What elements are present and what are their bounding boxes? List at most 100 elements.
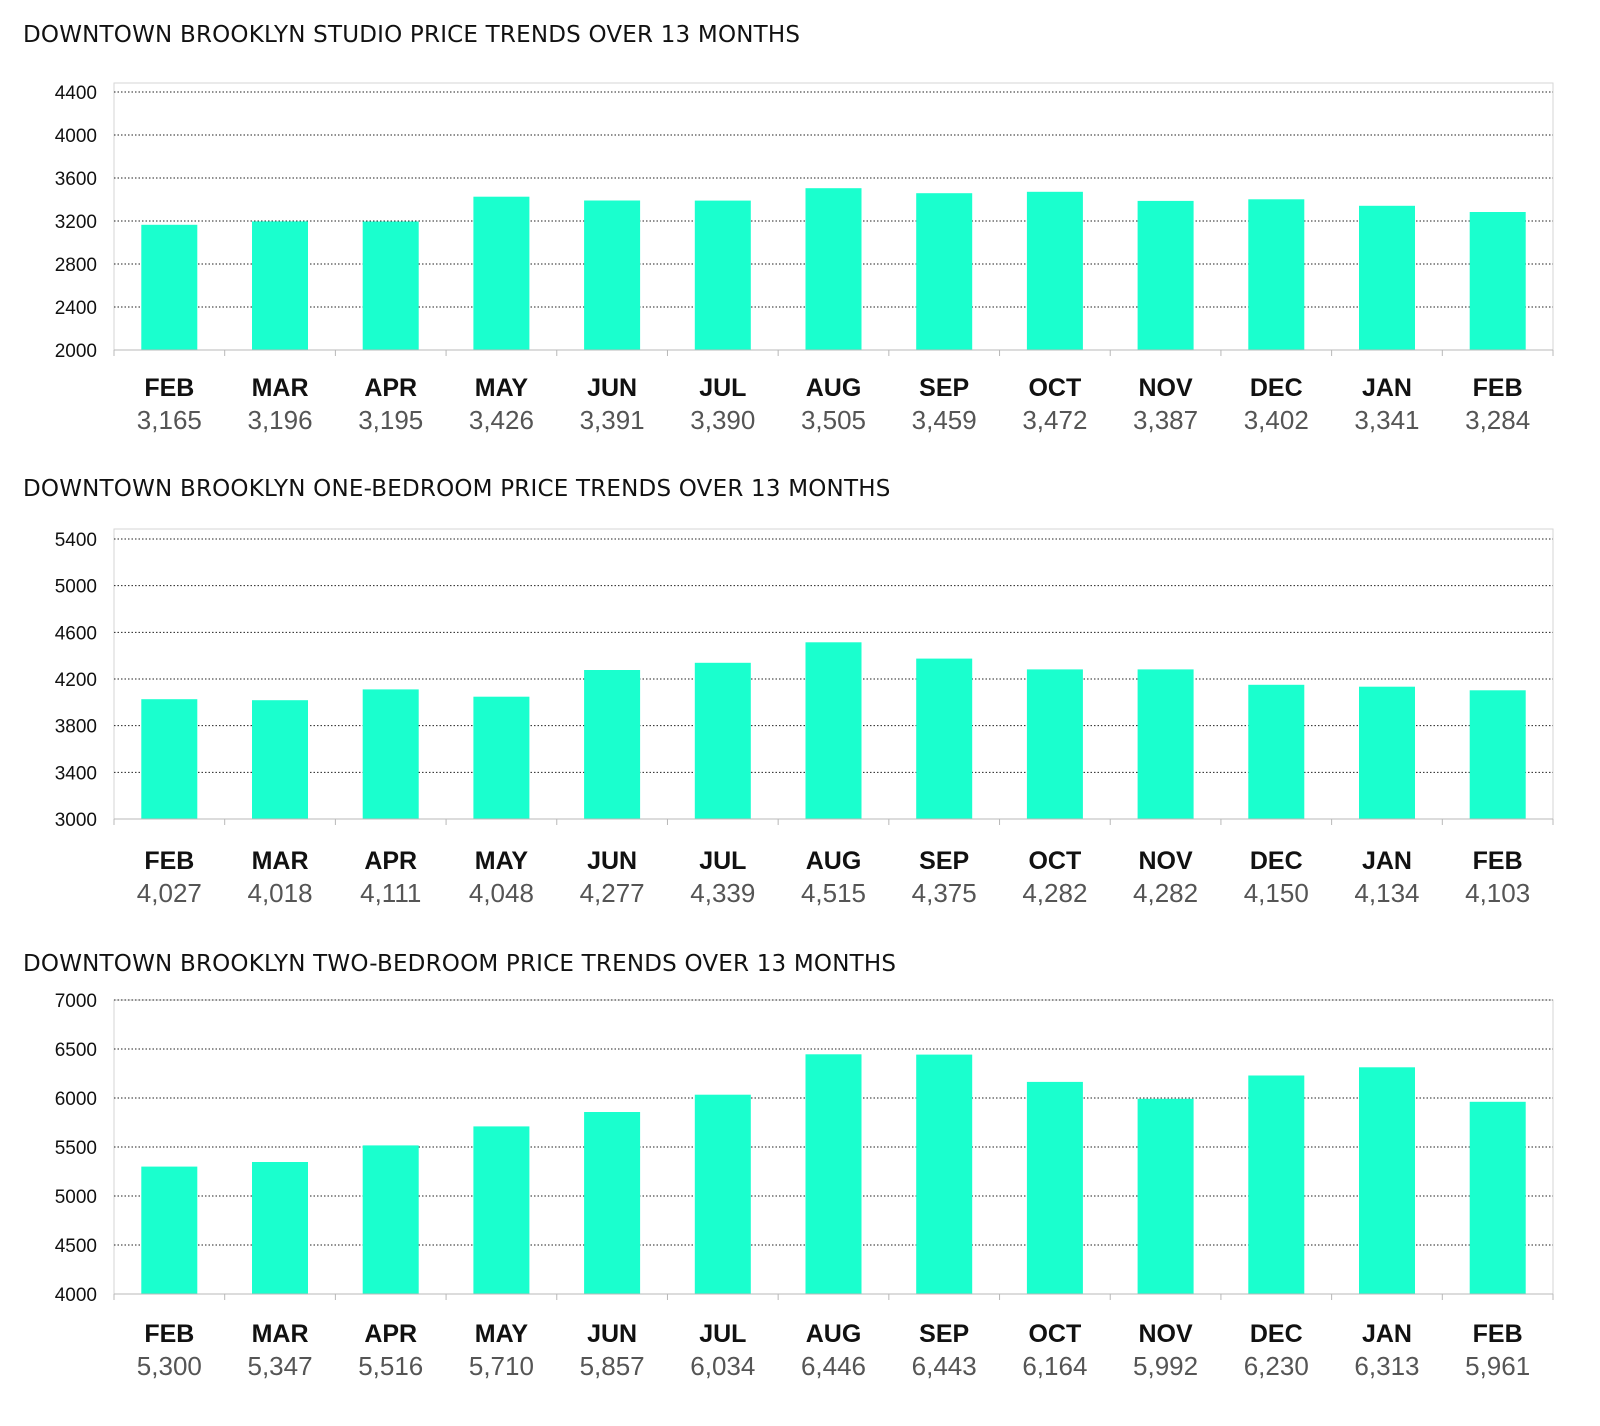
bar: [473, 1126, 530, 1294]
two-bedroom-price-chart: DOWNTOWN BROOKLYN TWO-BEDROOM PRICE TREN…: [23, 951, 1554, 1381]
bar: [362, 221, 419, 350]
bar: [916, 658, 973, 819]
category-label: JAN: [1362, 1320, 1412, 1348]
data-label: 3,391: [580, 405, 645, 435]
bar: [1469, 690, 1526, 819]
data-label: 5,347: [247, 1351, 312, 1381]
data-label: 3,196: [247, 405, 312, 435]
data-label: 4,339: [690, 878, 755, 908]
category-label: SEP: [919, 847, 969, 875]
category-label: MAY: [475, 374, 529, 402]
data-label: 5,961: [1465, 1351, 1530, 1381]
y-tick-label: 4000: [55, 126, 97, 147]
data-label: 5,857: [580, 1351, 645, 1381]
bar: [1469, 1101, 1526, 1294]
data-label: 4,515: [801, 878, 866, 908]
y-tick-label: 2800: [55, 255, 97, 276]
data-label: 4,277: [580, 878, 645, 908]
category-label: SEP: [919, 374, 969, 402]
category-label: JUL: [699, 374, 746, 402]
chart-title: DOWNTOWN BROOKLYN STUDIO PRICE TRENDS OV…: [23, 22, 800, 48]
category-label: MAR: [252, 374, 309, 402]
category-label: FEB: [1473, 847, 1523, 875]
data-label: 3,195: [358, 405, 423, 435]
category-label: MAY: [475, 847, 529, 875]
category-label: SEP: [919, 1320, 969, 1348]
data-label: 3,505: [801, 405, 866, 435]
category-label: MAY: [475, 1320, 529, 1348]
y-tick-label: 4600: [55, 623, 97, 644]
category-label: NOV: [1138, 1320, 1193, 1348]
bar: [805, 1054, 862, 1294]
y-tick-label: 6500: [55, 1040, 97, 1061]
data-label: 5,300: [137, 1351, 202, 1381]
y-tick-label: 4000: [55, 1285, 97, 1306]
chart-title: DOWNTOWN BROOKLYN ONE-BEDROOM PRICE TREN…: [23, 476, 891, 502]
y-tick-label: 2000: [55, 341, 97, 362]
data-label: 4,048: [469, 878, 534, 908]
category-label: FEB: [144, 374, 194, 402]
y-tick-label: 7000: [55, 991, 97, 1012]
data-label: 3,402: [1244, 405, 1309, 435]
bar: [1469, 212, 1526, 350]
bar: [1248, 199, 1305, 350]
category-label: JAN: [1362, 374, 1412, 402]
bar: [252, 1162, 308, 1294]
bar: [1137, 669, 1194, 819]
bar: [473, 696, 530, 819]
category-label: DEC: [1250, 374, 1303, 402]
data-label: 3,341: [1354, 405, 1419, 435]
bar: [1026, 191, 1083, 350]
bar: [694, 662, 751, 819]
data-label: 3,165: [137, 405, 202, 435]
bar: [1026, 669, 1083, 819]
bar: [141, 1166, 198, 1294]
category-label: DEC: [1250, 1320, 1303, 1348]
category-label: FEB: [1473, 1320, 1523, 1348]
y-tick-label: 4400: [55, 83, 97, 104]
y-tick-label: 3800: [55, 717, 97, 738]
y-tick-label: 3400: [55, 763, 97, 784]
data-label: 5,710: [469, 1351, 534, 1381]
data-label: 3,390: [690, 405, 755, 435]
data-label: 3,426: [469, 405, 534, 435]
bar: [362, 1145, 419, 1294]
category-label: MAR: [252, 847, 309, 875]
bar: [1359, 205, 1415, 350]
bar: [1137, 1098, 1194, 1294]
data-label: 4,111: [360, 878, 421, 908]
y-tick-label: 5000: [55, 1187, 97, 1208]
chart-title: DOWNTOWN BROOKLYN TWO-BEDROOM PRICE TREN…: [23, 951, 896, 977]
data-label: 6,443: [912, 1351, 977, 1381]
bar: [1137, 200, 1194, 350]
category-label: AUG: [806, 1320, 862, 1348]
category-label: DEC: [1250, 847, 1303, 875]
category-label: OCT: [1028, 1320, 1081, 1348]
category-label: APR: [364, 1320, 417, 1348]
bar: [141, 699, 198, 819]
category-label: FEB: [144, 1320, 194, 1348]
category-label: NOV: [1138, 374, 1193, 402]
data-label: 4,103: [1465, 878, 1530, 908]
y-tick-label: 3600: [55, 169, 97, 190]
category-label: NOV: [1138, 847, 1193, 875]
category-label: JUN: [587, 1320, 637, 1348]
y-tick-label: 6000: [55, 1089, 97, 1110]
bar: [141, 224, 198, 350]
data-label: 5,516: [358, 1351, 423, 1381]
category-label: APR: [364, 374, 417, 402]
data-label: 6,164: [1022, 1351, 1087, 1381]
category-label: JUN: [587, 374, 637, 402]
bar: [1026, 1081, 1083, 1294]
y-tick-label: 4200: [55, 670, 97, 691]
bar: [473, 196, 530, 350]
bar: [805, 642, 862, 820]
bar: [694, 1094, 751, 1294]
bar: [584, 670, 641, 819]
category-label: OCT: [1028, 374, 1081, 402]
bar: [362, 689, 419, 819]
category-label: OCT: [1028, 847, 1081, 875]
data-label: 6,446: [801, 1351, 866, 1381]
bar: [916, 193, 973, 350]
